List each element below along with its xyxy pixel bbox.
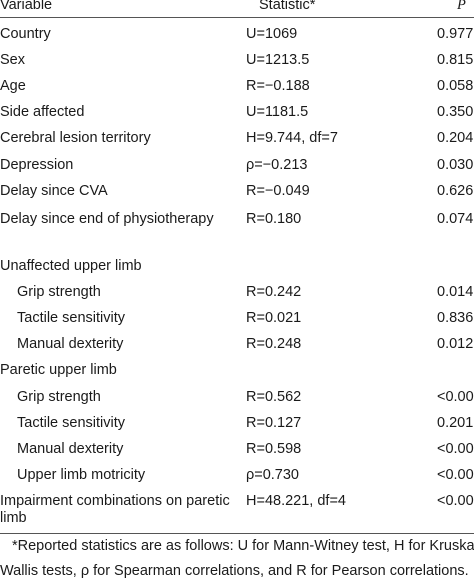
variable-cell: Grip strength bbox=[17, 389, 101, 405]
variable-cell: Grip strength bbox=[17, 284, 101, 300]
table-bottom-rule bbox=[0, 533, 474, 534]
statistic-cell: R=−0.188 bbox=[246, 78, 310, 94]
variable-cell: Tactile sensitivity bbox=[17, 415, 125, 431]
variable-cell: Unaffected upper limb bbox=[0, 258, 142, 274]
variable-cell: Upper limb motricity bbox=[17, 467, 146, 483]
variable-cell: Sex bbox=[0, 52, 25, 68]
p-value-cell: 0.350 bbox=[437, 104, 474, 120]
header-variable: Variable bbox=[0, 0, 53, 13]
p-value-cell: <0.001 bbox=[437, 493, 474, 509]
p-value-cell: 0.815 bbox=[437, 52, 474, 68]
variable-cell: Country bbox=[0, 26, 51, 42]
statistic-cell: R=0.248 bbox=[246, 336, 302, 352]
statistic-cell: R=0.180 bbox=[246, 211, 302, 227]
p-value-cell: 0.014 bbox=[437, 284, 474, 300]
p-value-cell: 0.204 bbox=[437, 130, 474, 146]
p-value-cell: <0.001 bbox=[437, 441, 474, 457]
statistic-cell: U=1213.5 bbox=[246, 52, 310, 68]
variable-cell: Age bbox=[0, 78, 26, 94]
statistic-cell: H=48.221, df=4 bbox=[246, 493, 346, 509]
p-value-cell: 0.074 bbox=[437, 211, 474, 227]
variable-cell: Manual dexterity bbox=[17, 441, 124, 457]
p-value-cell: 0.012 bbox=[437, 336, 474, 352]
variable-cell: Depression bbox=[0, 157, 74, 173]
variable-cell: Manual dexterity bbox=[17, 336, 124, 352]
statistic-cell: R=0.021 bbox=[246, 310, 302, 326]
statistic-cell: R=0.598 bbox=[246, 441, 302, 457]
statistic-cell: U=1181.5 bbox=[246, 104, 309, 120]
footnote-line-1: *Reported statistics are as follows: U f… bbox=[12, 538, 474, 554]
statistic-cell: ρ=0.730 bbox=[246, 467, 300, 483]
variable-cell: Impairment combinations on paretic limb bbox=[0, 493, 230, 526]
table-header: Variable Statistic* P bbox=[0, 0, 474, 18]
variable-cell: Delay since CVA bbox=[0, 183, 108, 199]
p-value-cell: 0.836 bbox=[437, 310, 474, 326]
p-value-cell: 0.058 bbox=[437, 78, 474, 94]
p-value-cell: 0.626 bbox=[437, 183, 474, 199]
variable-cell: Delay since end of physiotherapy bbox=[0, 211, 214, 227]
variable-cell: Tactile sensitivity bbox=[17, 310, 125, 326]
statistic-cell: R=0.127 bbox=[246, 415, 302, 431]
variable-cell: Cerebral lesion territory bbox=[0, 130, 151, 146]
statistic-cell: R=−0.049 bbox=[246, 183, 310, 199]
statistic-cell: ρ=−0.213 bbox=[246, 157, 308, 173]
statistic-cell: R=0.562 bbox=[246, 389, 302, 405]
p-value-cell: <0.001 bbox=[437, 467, 474, 483]
statistic-cell: U=1069 bbox=[246, 26, 298, 42]
footnote-line-2: Wallis tests, ρ for Spearman correlation… bbox=[0, 563, 469, 579]
header-statistic: Statistic* bbox=[259, 0, 316, 13]
p-value-cell: 0.201 bbox=[437, 415, 474, 431]
statistic-cell: R=0.242 bbox=[246, 284, 302, 300]
variable-cell: Side affected bbox=[0, 104, 85, 120]
variable-cell: Paretic upper limb bbox=[0, 362, 117, 378]
p-value-cell: 0.977 bbox=[437, 26, 474, 42]
p-value-cell: 0.030 bbox=[437, 157, 474, 173]
statistic-cell: H=9.744, df=7 bbox=[246, 130, 338, 146]
header-p: P bbox=[457, 0, 466, 13]
p-value-cell: <0.001 bbox=[437, 389, 474, 405]
